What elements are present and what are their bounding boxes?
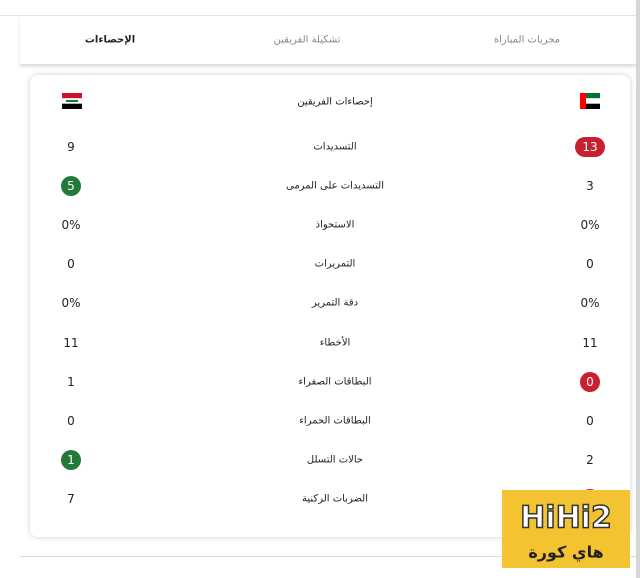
- watermark: HiHi2 هاي كورة: [502, 490, 630, 568]
- stat-label: البطاقات الحمراء: [299, 415, 371, 427]
- tab[interactable]: مجريات المباراة: [493, 34, 561, 46]
- home-value: 0: [586, 257, 594, 272]
- away-value: 1: [67, 374, 75, 389]
- home-value: 0: [580, 371, 600, 392]
- away-value: 7: [67, 491, 75, 506]
- divider: [0, 15, 636, 16]
- away-value: 0: [67, 413, 75, 428]
- home-value: 2: [586, 452, 594, 467]
- stat-label: التسديدات على المرمى: [285, 180, 385, 192]
- stat-label: حالات التسلل: [306, 454, 364, 466]
- scrollbar: [636, 0, 640, 578]
- stat-label: البطاقات الصفراء: [298, 376, 372, 388]
- stat-label: الأخطاء: [319, 337, 351, 348]
- away-value: 11: [63, 335, 79, 350]
- tab[interactable]: الإحصاءات: [84, 34, 136, 46]
- away-value: 1: [61, 449, 81, 470]
- away-value: 9: [67, 140, 75, 154]
- tab-bar: [20, 16, 636, 65]
- home-value: 0%: [580, 218, 600, 233]
- home-value: 11: [582, 335, 598, 350]
- home-value: 0%: [580, 296, 600, 311]
- stats-card: إحصاءات الفريقين التسديدات 13 9 التسديدات ع…: [30, 75, 630, 537]
- away-value: 0: [67, 257, 75, 272]
- away-value: 5: [61, 176, 81, 197]
- stat-label: الضربات الركنية: [302, 493, 368, 505]
- watermark-subtitle: هاي كورة: [528, 542, 604, 562]
- away-value: 0%: [61, 218, 81, 233]
- home-value: 13: [575, 137, 605, 157]
- home-value: 3: [586, 179, 594, 194]
- stat-label: التسديدات: [313, 141, 357, 153]
- stat-label: دقة التمرير: [311, 297, 359, 309]
- stat-label: الاستحواذ: [315, 219, 355, 231]
- away-value: 0%: [61, 296, 81, 311]
- home-value: 0: [586, 413, 594, 428]
- divider: [20, 556, 636, 557]
- away-flag: [62, 93, 82, 109]
- home-flag: [580, 93, 600, 109]
- card-title: إحصاءات الفريقين: [297, 96, 373, 108]
- stat-label: التمريرات: [314, 258, 356, 270]
- tab[interactable]: تشكيلة الفريقين: [273, 34, 341, 46]
- watermark-brand: HiHi2: [519, 500, 612, 537]
